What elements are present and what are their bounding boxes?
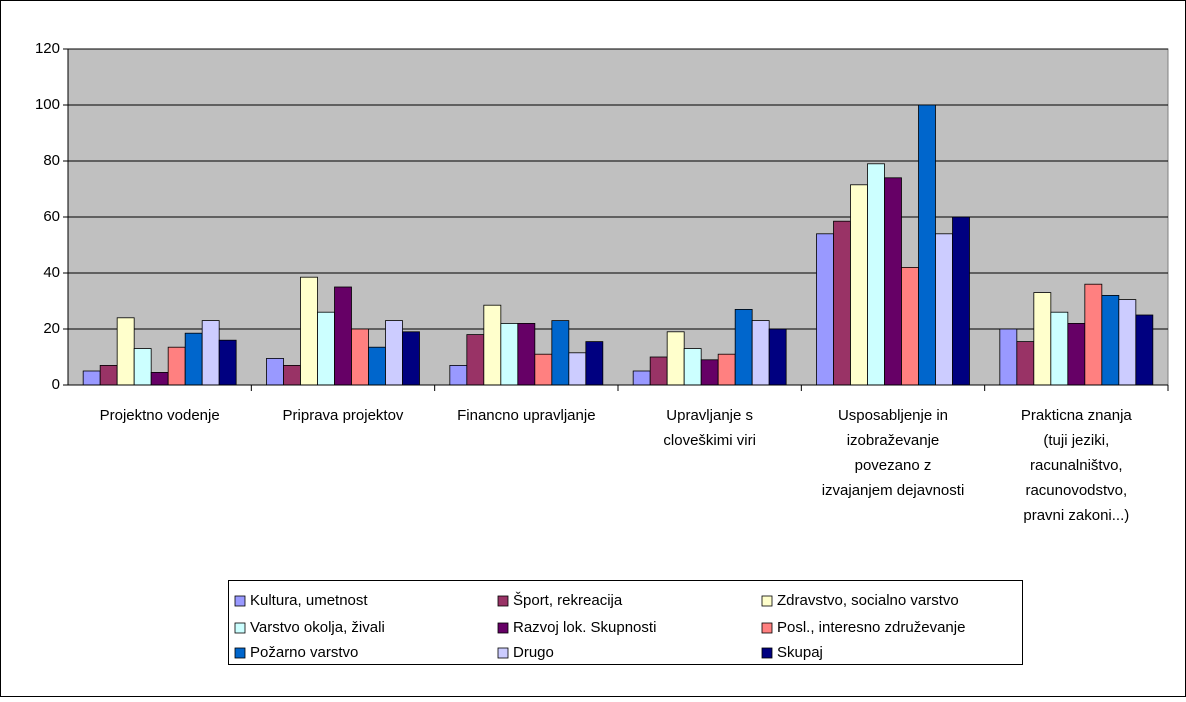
legend-label: Skupaj [777, 644, 823, 661]
bar [751, 320, 770, 386]
y-tick-label: 0 [52, 376, 60, 393]
legend-swatch [761, 595, 773, 607]
bar [568, 352, 587, 386]
bar [466, 334, 485, 386]
bar [116, 317, 135, 386]
bar [334, 286, 352, 386]
bar [167, 346, 186, 386]
bar [1135, 314, 1154, 386]
bar [317, 311, 335, 386]
legend-swatch [761, 647, 773, 659]
bar [483, 304, 502, 386]
bar [266, 357, 284, 386]
bar [918, 104, 936, 386]
bar [449, 364, 468, 386]
x-tick-label: Projektno vodenje [100, 407, 220, 424]
x-tick-label: Prakticna znanja (tuji jeziki, racunalništ… [1021, 407, 1133, 524]
bar [402, 331, 420, 386]
bar [734, 308, 753, 386]
legend-swatch [234, 647, 246, 659]
bar [649, 356, 668, 386]
bar [517, 322, 536, 386]
bar [833, 220, 851, 386]
bar [385, 320, 403, 386]
bar [1118, 299, 1137, 386]
bar [82, 370, 101, 386]
y-tick-label: 100 [35, 96, 60, 113]
bar [218, 339, 237, 386]
bar [1084, 283, 1103, 386]
legend-label: Drugo [513, 644, 554, 661]
bar [700, 359, 719, 386]
legend-label: Kultura, umetnost [250, 592, 368, 609]
bar [133, 348, 152, 386]
bar [1033, 292, 1052, 386]
bar [768, 328, 787, 386]
bar [300, 276, 318, 386]
bar [351, 328, 369, 386]
bar [500, 322, 519, 386]
bar [850, 184, 868, 386]
bar [683, 348, 702, 386]
legend [228, 580, 1023, 665]
bar [999, 328, 1018, 386]
bar [184, 332, 203, 386]
bar [952, 216, 970, 386]
bar [150, 371, 169, 386]
y-tick-label: 40 [43, 264, 60, 281]
y-tick-label: 80 [43, 152, 60, 169]
bar [816, 233, 834, 386]
bar [666, 331, 685, 386]
legend-label: Zdravstvo, socialno varstvo [777, 592, 959, 609]
bar [632, 370, 651, 386]
bar [201, 320, 220, 386]
x-tick-label: Priprava projektov [283, 407, 404, 424]
bar [867, 163, 885, 386]
bar [1016, 341, 1035, 386]
legend-label: Požarno varstvo [250, 644, 358, 661]
y-tick-label: 120 [35, 40, 60, 57]
bar [1050, 311, 1069, 386]
bar [717, 353, 736, 386]
bar [368, 346, 386, 386]
legend-swatch [497, 622, 509, 634]
legend-swatch [497, 647, 509, 659]
legend-label: Varstvo okolja, živali [250, 619, 385, 636]
bar [534, 353, 553, 386]
bar [283, 364, 301, 386]
legend-label: Posl., interesno združevanje [777, 619, 965, 636]
y-tick-label: 20 [43, 320, 60, 337]
bar [585, 341, 604, 386]
x-tick-label: Upravljanje s cloveškimi viri [663, 407, 756, 449]
bar [551, 320, 570, 386]
bar [99, 364, 118, 386]
y-tick-label: 60 [43, 208, 60, 225]
bar [884, 177, 902, 386]
bar [901, 266, 919, 386]
bar [935, 233, 953, 386]
legend-swatch [761, 622, 773, 634]
legend-swatch [497, 595, 509, 607]
bar [1101, 294, 1120, 386]
x-tick-label: Financno upravljanje [457, 407, 595, 424]
legend-swatch [234, 595, 246, 607]
legend-swatch [234, 622, 246, 634]
bar [1067, 322, 1086, 386]
legend-label: Šport, rekreacija [513, 592, 623, 609]
legend-label: Razvoj lok. Skupnosti [513, 619, 656, 636]
